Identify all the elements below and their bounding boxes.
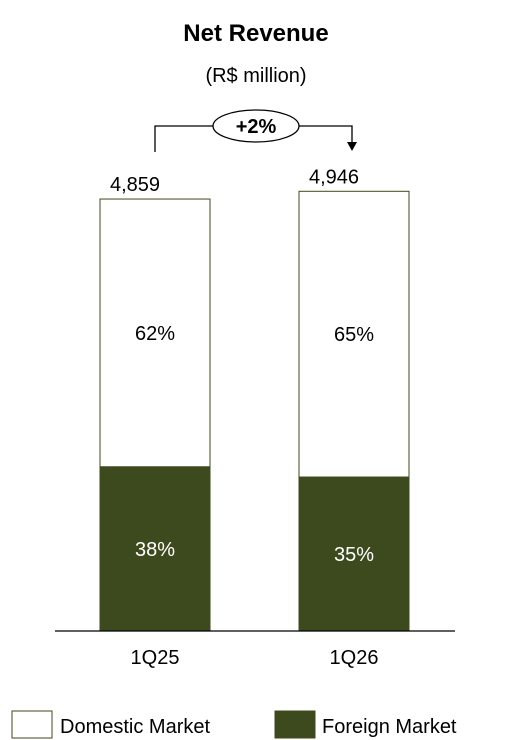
growth-ellipse xyxy=(212,109,300,143)
x-tick-label-1Q25: 1Q25 xyxy=(131,647,180,669)
chart-title: Net Revenue xyxy=(183,20,328,47)
data-label-foreign-1Q25: 38% xyxy=(135,539,175,561)
chart-subtitle: (R$ million) xyxy=(205,65,306,87)
data-label-domestic-1Q26: 65% xyxy=(334,324,374,346)
growth-annotation: +2% xyxy=(154,109,357,152)
legend-label-foreign: Foreign Market xyxy=(322,716,457,738)
growth-arrowhead xyxy=(347,142,357,151)
growth-label: +2% xyxy=(236,116,277,138)
x-tick-labels: 1Q25 1Q26 xyxy=(131,647,379,669)
total-label-1Q25: 4,859 xyxy=(110,174,160,196)
data-label-domestic-1Q25: 62% xyxy=(135,323,175,345)
data-label-foreign-1Q26: 35% xyxy=(334,544,374,566)
legend-swatch-domestic xyxy=(11,710,53,739)
bar-group: 62% 38% 4,859 65% 35% 4,946 xyxy=(99,166,410,632)
bar-domestic-1Q26 xyxy=(298,190,410,478)
legend-label-domestic: Domestic Market xyxy=(60,716,210,738)
legend-swatch-foreign xyxy=(274,710,316,739)
legend: Domestic Market Foreign Market xyxy=(11,710,457,739)
bar-foreign-1Q26 xyxy=(298,476,410,632)
total-label-1Q26: 4,946 xyxy=(309,166,359,188)
bar-domestic-1Q25 xyxy=(99,198,211,468)
x-tick-label-1Q26: 1Q26 xyxy=(330,647,379,669)
